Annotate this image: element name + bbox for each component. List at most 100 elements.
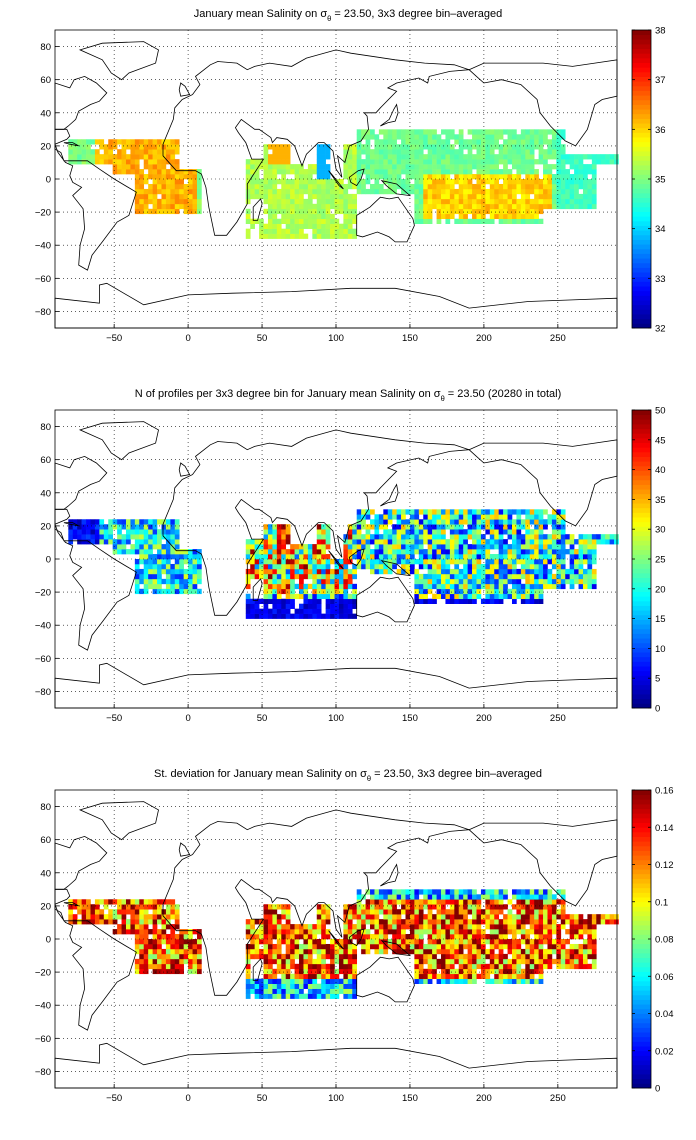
heatmap-cell (334, 953, 340, 960)
heatmap-cell (587, 534, 593, 540)
heatmap-cell (179, 934, 184, 940)
heatmap-cell (285, 943, 291, 950)
heatmap-cell (511, 534, 517, 540)
heatmap-cell (441, 563, 446, 570)
heatmap-cell (520, 939, 526, 945)
heatmap-cell (374, 939, 380, 945)
heatmap-cell (361, 563, 366, 570)
heatmap-cell (529, 159, 535, 165)
heatmap-cell (179, 183, 184, 190)
heatmap-cell (547, 568, 553, 575)
heatmap-cell (401, 534, 406, 540)
colorbar-swatch (632, 878, 651, 884)
heatmap-cell (409, 909, 415, 915)
profile-count-map-figure: N of profiles per 3x3 degree bin for Jan… (35, 388, 666, 724)
heatmap-cell (365, 174, 371, 180)
heatmap-cell (605, 534, 610, 540)
heatmap-cell (330, 973, 335, 980)
heatmap-cell (560, 904, 566, 910)
heatmap-cell (125, 529, 131, 535)
heatmap-cell (330, 179, 335, 185)
heatmap-cell (476, 208, 482, 215)
colorbar-swatch (632, 864, 651, 870)
heatmap-cell (587, 578, 593, 585)
heatmap-cell (591, 188, 597, 195)
heatmap-cell (551, 183, 557, 190)
heatmap-cell (503, 904, 508, 910)
heatmap-cell (520, 563, 526, 570)
heatmap-cell (196, 578, 202, 585)
heatmap-cell (321, 529, 326, 535)
heatmap-cell (556, 174, 562, 180)
colorbar-swatch (632, 419, 651, 425)
heatmap-cell (449, 968, 455, 975)
heatmap-cell (529, 218, 535, 224)
heatmap-cell (556, 924, 562, 930)
heatmap-cell (476, 174, 482, 180)
heatmap-cell (418, 919, 424, 925)
heatmap-cell (454, 164, 460, 170)
heatmap-cell (334, 183, 340, 190)
heatmap-cell (574, 203, 579, 210)
heatmap-cell (152, 953, 158, 960)
heatmap-cell (480, 149, 486, 155)
heatmap-cell (538, 218, 544, 224)
colorbar-swatch (632, 479, 651, 485)
heatmap-cell (285, 144, 291, 150)
heatmap-cell (343, 588, 349, 595)
heatmap-cell (538, 578, 544, 585)
heatmap-cell (365, 134, 371, 140)
heatmap-cell (582, 924, 588, 930)
heatmap-cell (427, 919, 433, 925)
heatmap-cell (414, 958, 420, 965)
heatmap-cell (427, 953, 433, 960)
heatmap-cell (529, 519, 535, 525)
heatmap-cell (303, 188, 309, 195)
colorbar-swatch (632, 244, 651, 250)
colorbar-swatch (632, 808, 651, 814)
heatmap-cell (312, 208, 318, 215)
heatmap-cell (551, 198, 557, 205)
heatmap-cell (472, 934, 477, 940)
heatmap-cell (472, 919, 477, 925)
heatmap-cell (312, 983, 318, 989)
heatmap-cell (418, 203, 424, 210)
heatmap-cell (161, 188, 167, 195)
heatmap-cell (445, 598, 451, 604)
heatmap-cell (165, 524, 171, 530)
heatmap-cell (445, 583, 451, 590)
heatmap-cell (352, 218, 358, 224)
heatmap-cell (254, 603, 260, 609)
heatmap-cell (281, 973, 287, 980)
heatmap-cell (330, 993, 335, 999)
heatmap-cell (418, 563, 424, 570)
heatmap-cell (560, 203, 566, 210)
heatmap-cell (507, 948, 513, 955)
heatmap-cell (139, 544, 145, 550)
heatmap-cell (370, 539, 375, 545)
heatmap-cell (409, 914, 415, 920)
heatmap-cell (529, 929, 535, 935)
heatmap-cell (343, 188, 349, 195)
heatmap-cell (117, 154, 122, 160)
heatmap-cell (161, 588, 167, 595)
heatmap-cell (489, 588, 495, 595)
heatmap-cell (472, 973, 477, 980)
heatmap-cell (303, 559, 309, 565)
heatmap-cell (152, 559, 158, 565)
heatmap-cell (529, 568, 535, 575)
heatmap-cell (427, 568, 433, 575)
heatmap-cell (307, 924, 313, 930)
heatmap-cell (520, 213, 526, 220)
heatmap-cell (401, 539, 406, 545)
heatmap-cell (405, 174, 411, 180)
heatmap-cell (392, 549, 397, 555)
heatmap-cell (418, 534, 424, 540)
heatmap-cell (432, 948, 437, 955)
heatmap-cell (472, 894, 477, 900)
heatmap-cell (529, 198, 535, 205)
heatmap-cell (272, 983, 278, 989)
heatmap-cell (485, 894, 491, 900)
heatmap-cell (591, 164, 597, 170)
heatmap-cell (560, 509, 566, 515)
